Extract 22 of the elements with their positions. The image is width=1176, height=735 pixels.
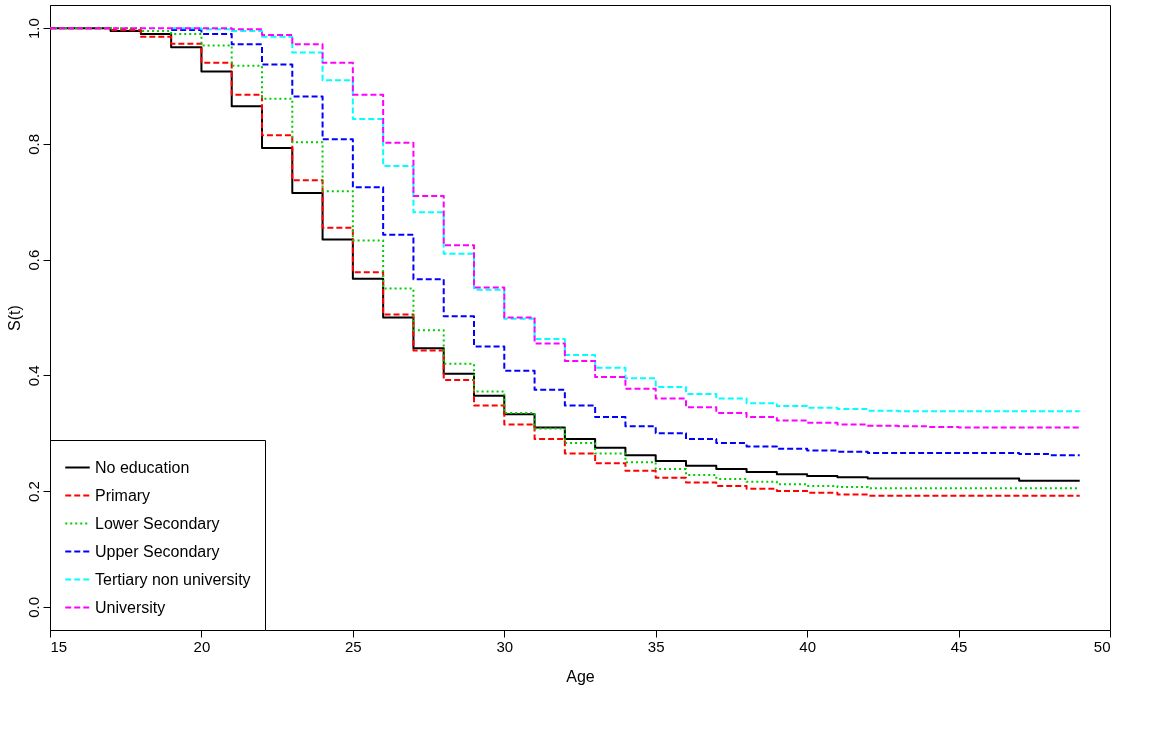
x-tick-label: 35 [647, 637, 665, 655]
x-tick-label: 50 [1093, 637, 1111, 655]
legend-label: Lower Secondary [95, 514, 220, 532]
legend-label: Primary [95, 486, 151, 504]
y-axis-title: S(t) [5, 305, 23, 331]
y-tick-label: 0.6 [24, 249, 42, 271]
y-tick-label: 0.4 [24, 365, 42, 387]
x-axis-title: Age [566, 667, 595, 685]
y-tick-label: 1.0 [24, 18, 42, 40]
x-tick-label: 25 [345, 637, 362, 655]
y-tick-label: 0.2 [24, 481, 42, 503]
x-tick-label: 20 [193, 637, 211, 655]
x-tick-label: 45 [950, 637, 968, 655]
legend-label: University [95, 598, 166, 616]
x-tick-label: 15 [50, 637, 68, 655]
y-tick-label: 0.0 [24, 596, 42, 618]
x-tick-label: 30 [496, 637, 514, 655]
legend-label: Tertiary non university [95, 570, 251, 588]
legend-label: Upper Secondary [95, 542, 220, 560]
y-tick-label: 0.8 [24, 133, 42, 155]
legend-label: No education [95, 458, 190, 476]
x-tick-label: 40 [799, 637, 816, 655]
